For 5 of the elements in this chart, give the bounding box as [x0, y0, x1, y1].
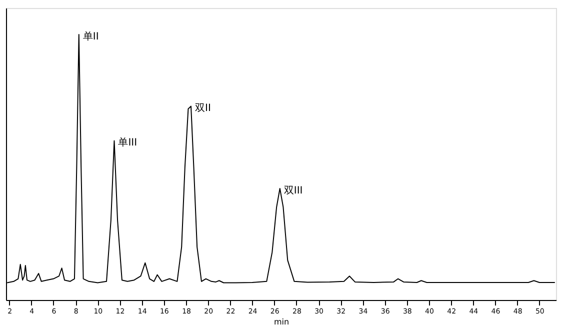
annotation: 双II [194, 103, 211, 114]
annotation: 单III [118, 136, 138, 149]
annotation: 单II [82, 30, 99, 43]
x-axis-title: min [274, 318, 290, 326]
annotation: 双III [284, 186, 303, 197]
